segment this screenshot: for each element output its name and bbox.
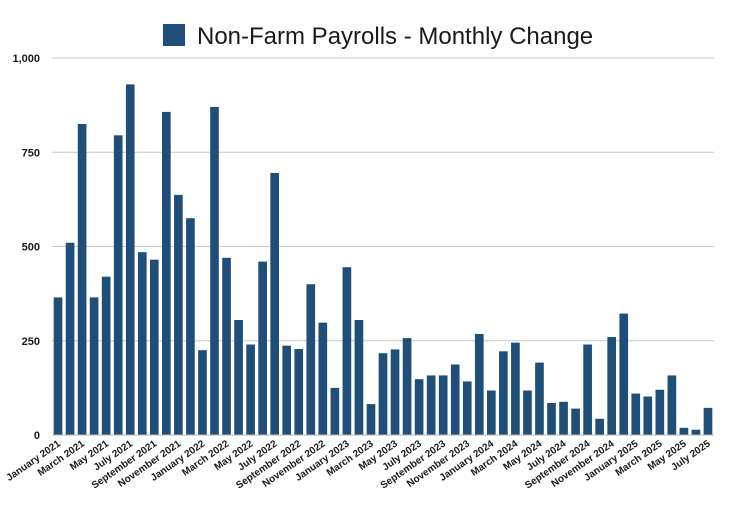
bar [354, 320, 364, 435]
legend-swatch [163, 24, 185, 46]
bar [486, 390, 496, 435]
bar [174, 194, 183, 435]
bar [366, 404, 376, 435]
bar [535, 362, 544, 435]
bar [186, 218, 195, 435]
bar [583, 344, 592, 435]
bar [113, 135, 123, 435]
bar [643, 396, 653, 435]
legend: Non-Farm Payrolls - Monthly Change [163, 23, 593, 50]
bar [474, 333, 484, 435]
bar [294, 349, 304, 435]
bar [559, 401, 568, 435]
y-tick-label: 250 [22, 336, 40, 348]
bar [53, 297, 63, 435]
bar [426, 375, 436, 435]
bar [450, 364, 460, 435]
bar [101, 276, 111, 435]
bar [402, 338, 412, 435]
bar [270, 172, 280, 436]
bar [523, 390, 532, 435]
y-tick-label: 500 [22, 242, 40, 254]
bar [318, 322, 328, 435]
bar [571, 408, 580, 435]
bar [306, 284, 316, 435]
bar [462, 381, 472, 435]
bar [679, 427, 689, 435]
bar [438, 375, 448, 435]
y-axis-ticks: 0 250 500 750 1,000 [12, 53, 40, 442]
bar [619, 313, 629, 435]
y-tick-label: 1,000 [12, 53, 40, 65]
bar [631, 393, 641, 435]
bar [282, 345, 292, 435]
y-tick-label: 750 [22, 147, 40, 159]
bar [655, 389, 665, 435]
bar [149, 259, 159, 435]
bar [77, 123, 87, 435]
bar [89, 297, 99, 435]
bar [246, 344, 255, 435]
bar [330, 387, 340, 435]
bar [258, 261, 267, 435]
bar [125, 84, 135, 435]
bar [414, 379, 424, 435]
bar [547, 402, 556, 435]
bar [198, 350, 207, 435]
bar [234, 320, 243, 435]
bar [499, 351, 508, 435]
bar [511, 342, 520, 435]
bar [607, 336, 617, 435]
bar [210, 107, 219, 435]
bar [162, 111, 171, 435]
bar [703, 407, 713, 435]
bars [53, 84, 713, 436]
bar [691, 429, 701, 435]
bar [390, 349, 400, 435]
bar [595, 418, 604, 435]
bar [378, 353, 388, 435]
y-tick-label: 0 [34, 430, 40, 442]
bar [137, 252, 147, 435]
bar [667, 375, 677, 435]
legend-label: Non-Farm Payrolls - Monthly Change [197, 23, 593, 50]
bar [65, 242, 75, 435]
bar [222, 257, 231, 435]
bar [342, 267, 352, 435]
